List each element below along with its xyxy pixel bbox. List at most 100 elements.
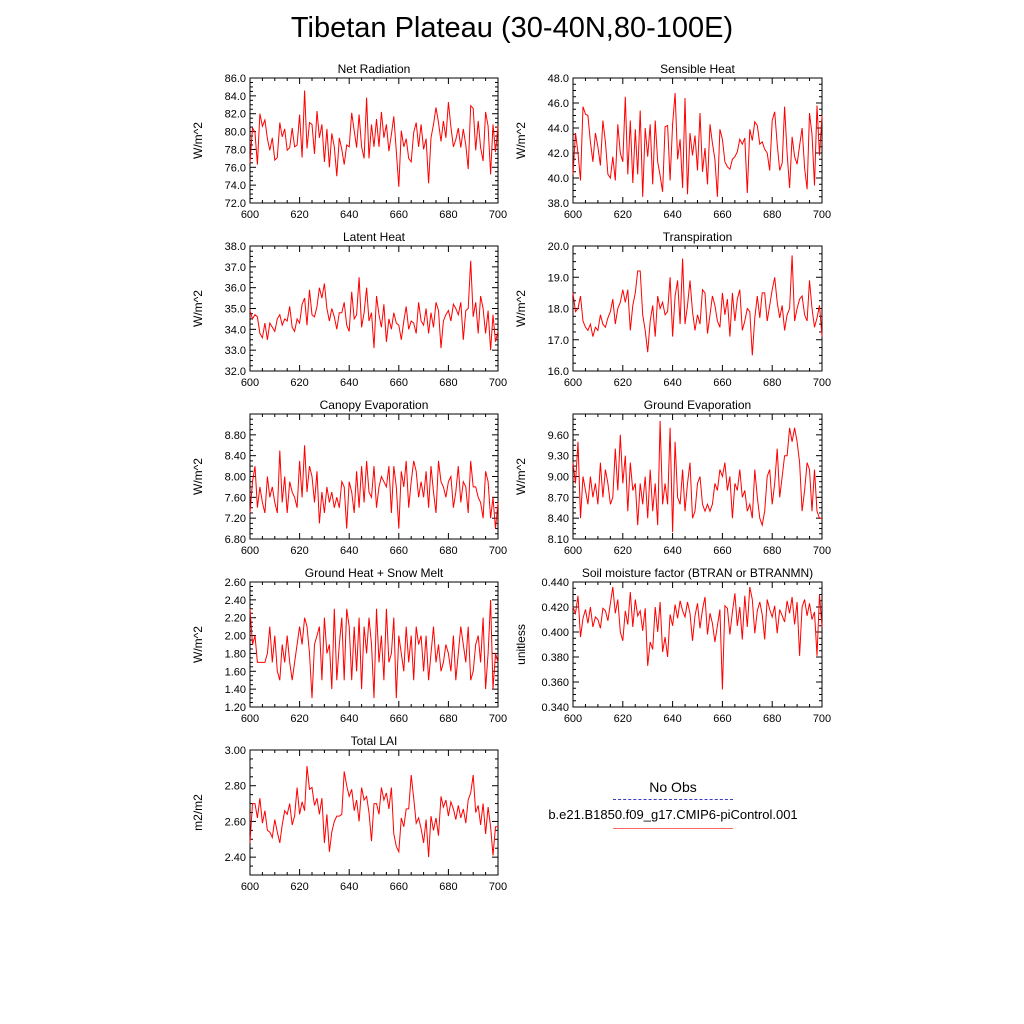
y-tick-label: 0.400 — [541, 627, 569, 639]
series-line — [249, 90, 499, 187]
x-tick-label: 700 — [813, 713, 831, 725]
y-tick-label: 7.60 — [225, 492, 246, 504]
x-tick-label: 700 — [489, 545, 507, 557]
panel-title: Ground Heat + Snow Melt — [305, 566, 444, 580]
panel-8: Soil moisture factor (BTRAN or BTRANMN) u… — [514, 566, 831, 725]
x-tick-label: 600 — [241, 545, 259, 557]
x-tick-label: 600 — [564, 377, 582, 389]
x-tick-label: 620 — [614, 545, 632, 557]
x-tick-label: 680 — [763, 713, 781, 725]
y-tick-label: 8.80 — [225, 430, 246, 442]
series-line — [249, 260, 499, 351]
y-tick-label: 6.80 — [225, 534, 246, 546]
x-tick-label: 660 — [713, 209, 731, 221]
legend-run-label: b.e21.B1850.f09_g17.CMIP6-piControl.001 — [548, 807, 798, 822]
y-axis-label: W/m^2 — [514, 290, 528, 327]
y-tick-label: 78.0 — [225, 144, 246, 156]
series-line — [572, 420, 822, 533]
y-axis-label: W/m^2 — [191, 290, 205, 327]
x-tick-label: 680 — [763, 377, 781, 389]
x-tick-label: 660 — [713, 377, 731, 389]
y-tick-label: 9.00 — [548, 472, 569, 484]
figure-title: Tibetan Plateau (30-40N,80-100E) — [290, 12, 734, 44]
x-tick-label: 700 — [813, 545, 831, 557]
y-tick-label: 35.0 — [225, 304, 246, 316]
y-tick-label: 80.0 — [225, 127, 246, 139]
x-tick-label: 680 — [439, 545, 457, 557]
panel-1: Net Radiation W/m^2 600 620 640 660 680 700 72.0… — [191, 62, 507, 221]
panel-title: Net Radiation — [338, 62, 411, 76]
y-tick-label: 3.00 — [225, 745, 246, 757]
x-tick-label: 660 — [390, 209, 408, 221]
plot-frame — [572, 77, 823, 204]
panel-3: Latent Heat W/m^2 600 620 640 660 680 700 32.0 33… — [191, 230, 507, 389]
panel-title: Total LAI — [351, 734, 398, 748]
y-tick-label: 8.40 — [548, 513, 569, 525]
legend-run-line — [613, 828, 733, 829]
y-axis-label: unitless — [514, 624, 528, 665]
y-tick-label: 44.0 — [548, 123, 569, 135]
y-tick-label: 84.0 — [225, 91, 246, 103]
x-tick-label: 600 — [241, 377, 259, 389]
panel-title: Latent Heat — [343, 230, 406, 244]
x-tick-label: 700 — [813, 377, 831, 389]
series-line — [572, 255, 823, 356]
x-tick-label: 700 — [489, 209, 507, 221]
x-tick-label: 660 — [390, 545, 408, 557]
y-tick-label: 0.340 — [541, 702, 569, 714]
x-tick-label: 620 — [290, 881, 308, 893]
panel-2: Sensible Heat W/m^2 600 620 640 660 680 700 38.0… — [514, 62, 831, 221]
y-tick-label: 33.0 — [225, 345, 246, 357]
x-tick-label: 600 — [564, 545, 582, 557]
x-tick-label: 640 — [663, 377, 681, 389]
x-tick-label: 700 — [489, 881, 507, 893]
y-tick-label: 8.40 — [225, 451, 246, 463]
legend: No Obs b.e21.B1850.f09_g17.CMIP6-piContr… — [512, 778, 834, 829]
y-tick-label: 1.60 — [225, 666, 246, 678]
y-tick-label: 86.0 — [225, 73, 246, 85]
x-tick-label: 680 — [439, 209, 457, 221]
y-tick-label: 0.380 — [541, 652, 569, 664]
y-tick-label: 20.0 — [548, 241, 569, 253]
y-tick-label: 0.360 — [541, 677, 569, 689]
plot-frame — [572, 245, 823, 372]
x-tick-label: 640 — [663, 209, 681, 221]
y-axis-label: W/m^2 — [191, 626, 205, 663]
x-tick-label: 680 — [763, 209, 781, 221]
x-tick-label: 600 — [564, 209, 582, 221]
y-tick-label: 82.0 — [225, 109, 246, 121]
x-tick-label: 640 — [340, 713, 358, 725]
x-tick-label: 620 — [614, 209, 632, 221]
y-axis-label: W/m^2 — [514, 458, 528, 495]
series-line — [249, 445, 499, 529]
y-tick-label: 7.20 — [225, 513, 246, 525]
y-tick-label: 46.0 — [548, 98, 569, 110]
x-tick-label: 640 — [663, 545, 681, 557]
y-tick-label: 9.30 — [548, 451, 569, 463]
y-tick-label: 2.40 — [225, 852, 246, 864]
x-tick-label: 640 — [663, 713, 681, 725]
x-tick-label: 620 — [290, 209, 308, 221]
y-tick-label: 1.80 — [225, 648, 246, 660]
x-tick-label: 680 — [439, 377, 457, 389]
panel-7: Ground Heat + Snow Melt W/m^2 600 620 640 660… — [191, 566, 507, 725]
y-tick-label: 19.0 — [548, 272, 569, 284]
panel-title: Ground Evaporation — [644, 398, 751, 412]
y-tick-label: 48.0 — [548, 73, 569, 85]
y-tick-label: 18.0 — [548, 304, 569, 316]
plot-frame — [249, 413, 499, 540]
y-tick-label: 2.60 — [225, 816, 246, 828]
y-tick-label: 2.20 — [225, 613, 246, 625]
y-axis-label: W/m^2 — [514, 122, 528, 159]
y-tick-label: 74.0 — [225, 180, 246, 192]
x-tick-label: 700 — [813, 209, 831, 221]
y-tick-label: 8.70 — [548, 492, 569, 504]
y-axis-label: W/m^2 — [191, 122, 205, 159]
x-tick-label: 660 — [390, 881, 408, 893]
x-tick-label: 600 — [241, 881, 259, 893]
y-tick-label: 2.40 — [225, 595, 246, 607]
y-tick-label: 1.20 — [225, 702, 246, 714]
x-tick-label: 620 — [614, 713, 632, 725]
y-tick-label: 32.0 — [225, 366, 246, 378]
